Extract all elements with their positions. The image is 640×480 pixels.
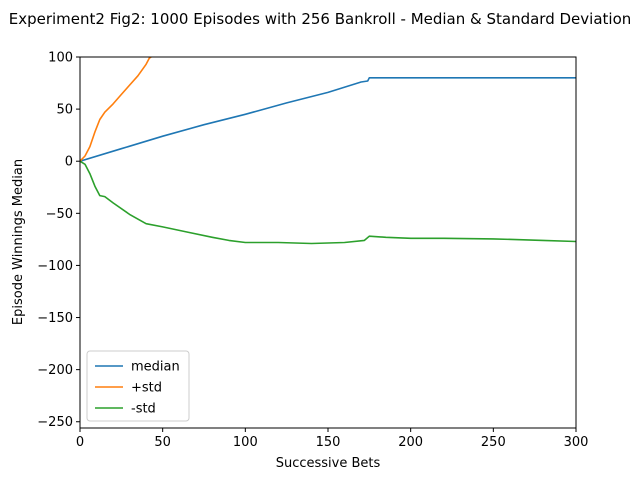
legend-label: +std [131,381,162,396]
y-tick-label: −50 [46,207,73,222]
series-line-std [80,160,576,245]
x-tick-label: 150 [316,435,341,450]
x-tick-label: 50 [154,435,171,450]
series-line-median [80,77,576,162]
x-tick-label: 300 [564,435,589,450]
x-tick-label: 100 [233,435,258,450]
x-tick-label: 0 [76,435,84,450]
y-tick-label: 50 [56,103,73,118]
x-axis-label: Successive Bets [276,456,381,471]
legend-label: median [131,360,180,375]
legend-frame [86,350,190,422]
y-tick-label: −250 [37,415,73,430]
chart-title: Experiment2 Fig2: 1000 Episodes with 256… [9,10,632,28]
y-axis-ticks: 100 50 0 −50 −100 −150 −200 −250 [37,51,80,430]
y-tick-label: −150 [37,311,73,326]
x-tick-label: 200 [398,435,423,450]
y-tick-label: −200 [37,363,73,378]
y-tick-label: −100 [37,259,73,274]
y-tick-label: 100 [48,51,73,66]
y-axis-label: Episode Winnings Median [11,159,26,325]
legend-label: -std [131,402,156,417]
x-tick-label: 250 [481,435,506,450]
x-axis-ticks: 0 50 100 150 200 250 300 [76,428,589,450]
legend: median +std -std [86,350,190,422]
y-tick-label: 0 [65,155,73,170]
series-layer [80,57,576,245]
series-line-std [80,57,152,162]
